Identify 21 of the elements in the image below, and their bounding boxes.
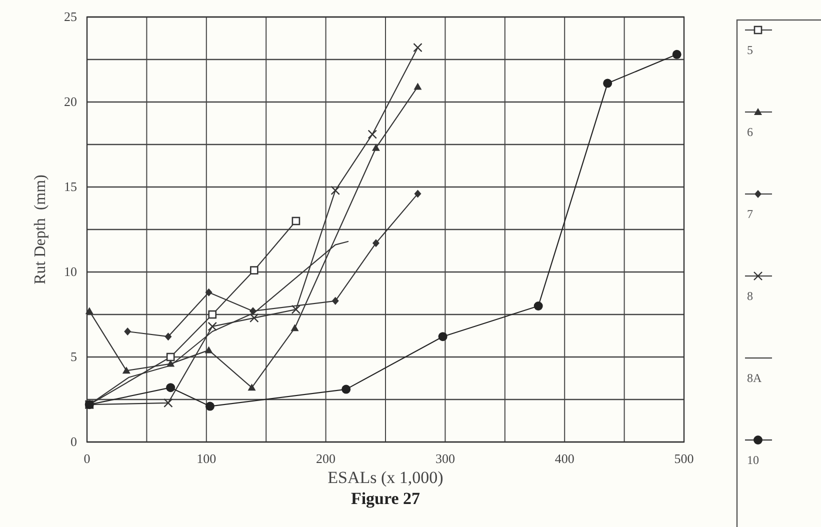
y-tick-label: 5 bbox=[70, 349, 77, 364]
legend-label: 7 bbox=[747, 207, 753, 221]
y-tick-label: 10 bbox=[64, 264, 77, 279]
x-tick-label: 500 bbox=[674, 451, 694, 466]
y-axis-title: Rut Depth (mm) bbox=[32, 174, 49, 284]
x-tick-label: 300 bbox=[435, 451, 455, 466]
legend-label: 8A bbox=[747, 371, 762, 385]
x-tick-label: 100 bbox=[196, 451, 216, 466]
y-tick-label: 20 bbox=[64, 94, 77, 109]
y-tick-label: 0 bbox=[70, 434, 77, 449]
x-tick-label: 400 bbox=[554, 451, 574, 466]
x-tick-label: 0 bbox=[84, 451, 90, 466]
legend-label: 6 bbox=[747, 125, 753, 139]
caption: Figure 27 bbox=[350, 489, 421, 508]
legend-label: 8 bbox=[747, 289, 753, 303]
legend-label: 10 bbox=[747, 453, 759, 467]
y-tick-label: 25 bbox=[64, 9, 77, 24]
legend-label: 5 bbox=[747, 43, 753, 57]
y-tick-label: 15 bbox=[64, 179, 77, 194]
x-axis-title: ESALs (x 1,000) bbox=[328, 468, 444, 487]
x-tick-label: 200 bbox=[316, 451, 336, 466]
